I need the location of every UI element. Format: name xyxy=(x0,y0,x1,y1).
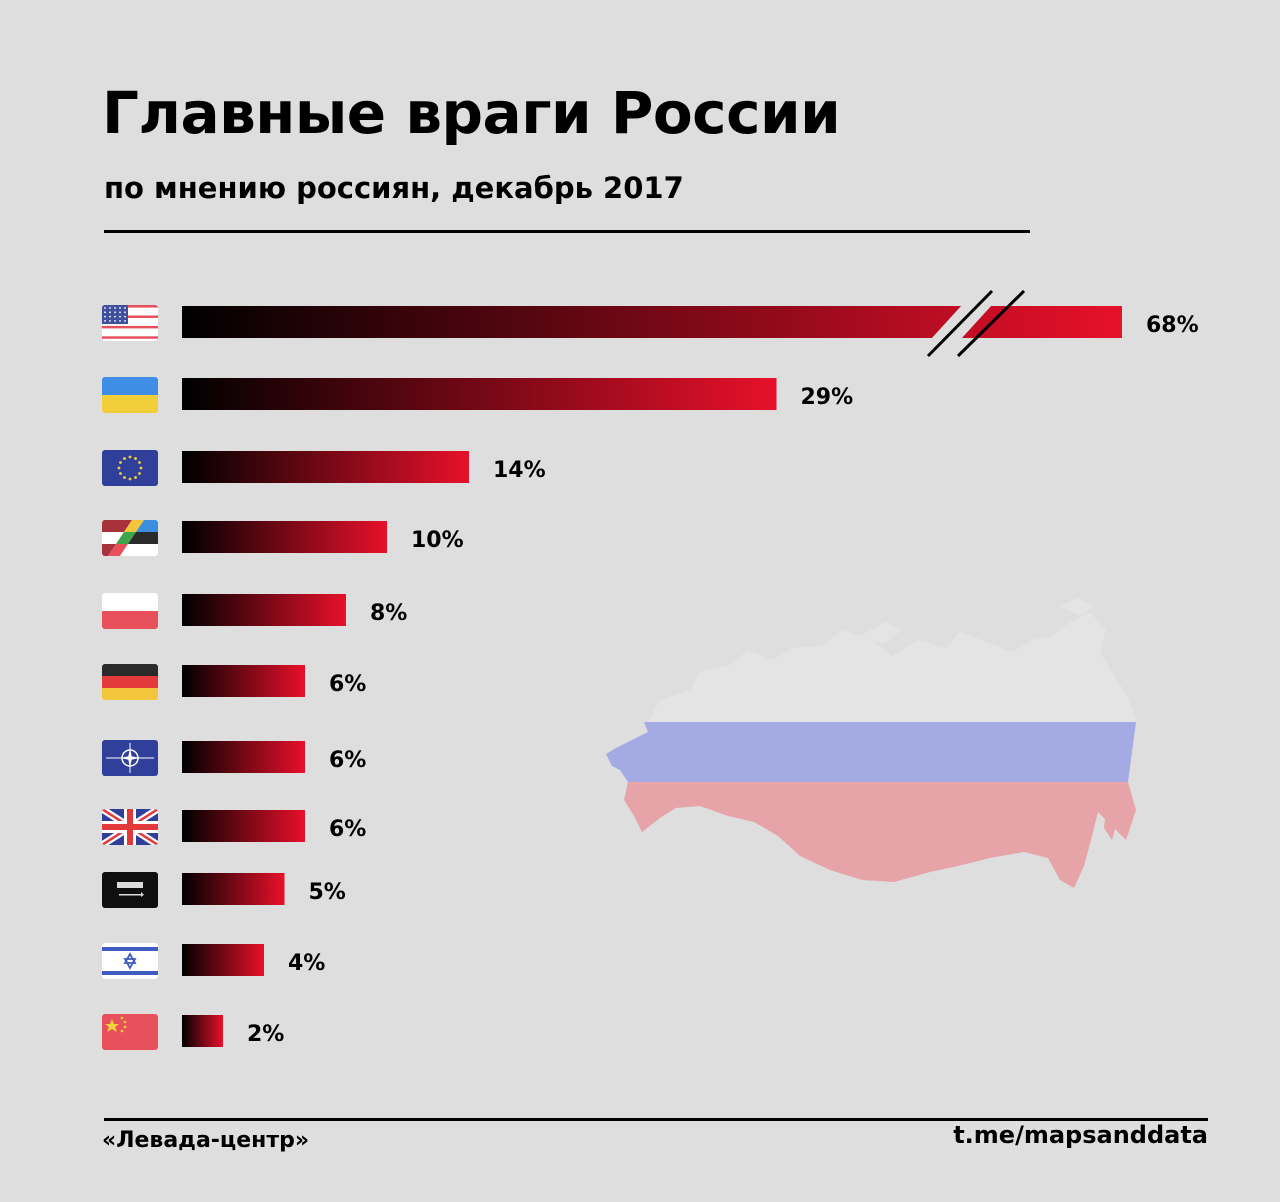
poland-flag-icon xyxy=(102,593,158,629)
baltic-states-flag-icon xyxy=(102,520,158,556)
bar-eu xyxy=(182,451,469,483)
chart-subtitle: по мнению россиян, декабрь 2017 xyxy=(104,171,684,205)
value-label: 2% xyxy=(247,1022,284,1047)
bar-germany xyxy=(182,665,305,697)
source-label: «Левада-центр» xyxy=(102,1128,310,1153)
germany-flag-icon xyxy=(102,664,158,700)
value-label: 14% xyxy=(493,458,546,483)
saudi-arabia-flag-icon xyxy=(102,872,158,908)
bar-ukraine xyxy=(182,378,777,410)
value-label: 6% xyxy=(329,817,366,842)
bar-uk xyxy=(182,810,305,842)
russia-map-icon xyxy=(606,598,1138,888)
value-label: 68% xyxy=(1146,313,1199,338)
credit-link[interactable]: t.me/mapsanddata xyxy=(953,1121,1208,1149)
value-label: 6% xyxy=(329,672,366,697)
bar-poland xyxy=(182,594,346,626)
uk-flag-icon xyxy=(102,809,158,845)
eu-flag-icon xyxy=(102,450,158,486)
nato-flag-icon xyxy=(102,740,158,776)
china-flag-icon xyxy=(102,1014,158,1050)
bar-saudi-arabia xyxy=(182,873,285,905)
value-label: 5% xyxy=(309,880,346,905)
bar-nato xyxy=(182,741,305,773)
value-label: 29% xyxy=(801,385,854,410)
footer-divider xyxy=(104,1118,1208,1121)
value-label: 6% xyxy=(329,748,366,773)
bar-china xyxy=(182,1015,223,1047)
value-label: 8% xyxy=(370,601,407,626)
usa-flag-icon xyxy=(102,305,158,341)
chart-title: Главные враги России xyxy=(102,79,841,147)
bar-baltic-states xyxy=(182,521,387,553)
value-label: 4% xyxy=(288,951,325,976)
header-divider xyxy=(104,230,1030,233)
axis-break-marks xyxy=(926,289,1026,358)
bar-israel xyxy=(182,944,264,976)
value-label: 10% xyxy=(411,528,464,553)
israel-flag-icon xyxy=(102,943,158,979)
ukraine-flag-icon xyxy=(102,377,158,413)
